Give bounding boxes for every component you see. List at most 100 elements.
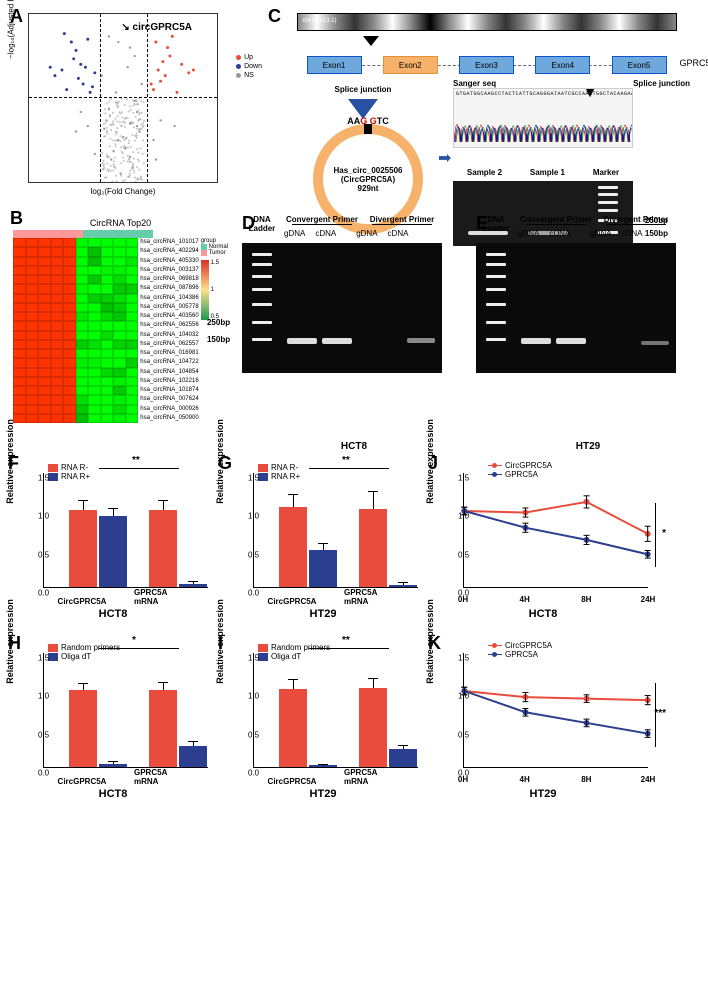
heatmap-grid <box>13 238 138 423</box>
scale-mid: 1 <box>211 287 219 293</box>
circ-id: Has_circ_0025506 <box>334 166 403 175</box>
group-tumor: Tumor <box>209 250 226 256</box>
x-group-label: CircGPRC5A <box>268 597 317 606</box>
line-area: * <box>463 473 648 588</box>
volcano-plot: ↘ circGPRC5A −log₁₀(Adjusted P Value) lo… <box>28 13 218 183</box>
cell-line-label: HCT8 <box>99 788 128 800</box>
x-group-label: CircGPRC5A <box>268 777 317 786</box>
hline <box>29 97 217 98</box>
gel-sample1-label: Sample 1 <box>530 168 565 177</box>
heatmap-title: CircRNA Top20 <box>13 218 228 228</box>
legend-item: CircGPRC5A <box>505 461 552 470</box>
chromosome-ideogram: chr12(p13.1) <box>297 13 677 31</box>
sanger-trace <box>454 102 633 147</box>
y-axis-label: Relative expression <box>215 599 225 684</box>
vline-right <box>147 14 148 182</box>
exon1: Exon1 <box>307 56 362 74</box>
cell-line-label: HT29 <box>310 608 337 620</box>
significance-marker: ** <box>132 455 140 466</box>
sub-gdna1-d: gDNA <box>284 229 305 238</box>
scale-max: 1.5 <box>211 260 219 266</box>
chromosome-label: chr12(p13.1) <box>303 18 337 24</box>
significance-marker: * <box>132 635 136 646</box>
sanger-junction-arrow: ▼ <box>583 88 597 100</box>
header-ladder-e: DNA Ladder <box>476 215 516 233</box>
gel-e-subheaders: gDNA cDNA gDNA cDNA <box>518 229 642 238</box>
y-axis-label: Relative expression <box>5 599 15 684</box>
cell-line-label: HT29 <box>530 788 557 800</box>
x-group-label: GPRC5A mRNA <box>134 588 190 606</box>
panel-e: E DNA Ladder Convergent Primer Divergent… <box>476 243 700 438</box>
panel-a: A ↘ circGPRC5A −log₁₀(Adjusted P Value) … <box>8 8 263 208</box>
exon5: Exon5 <box>612 56 667 74</box>
exon4: Exon4 <box>535 56 590 74</box>
sanger-chromatogram: ▼ GTGATGGCAAGCCTACTCATTGCAGGGATAATCGCCAA… <box>453 88 633 148</box>
panel-h: H Random primers Oliga dT Relative expre… <box>8 643 218 798</box>
sub-cdna1-e: cDNA <box>549 229 570 238</box>
gel-image-e <box>476 243 676 373</box>
heatmap-legend: group Normal Tumor 1.5 1 0.5 <box>201 238 228 423</box>
sub-gdna2-e: gDNA <box>590 229 611 238</box>
panel-label-b: B <box>10 208 23 229</box>
x-group-label: CircGPRC5A <box>58 777 107 786</box>
volcano-x-label: log₂(Fold Change) <box>91 187 156 196</box>
significance-marker: ** <box>342 635 350 646</box>
panel-f: F RNA R- RNA R+ Relative expression 0.00… <box>8 463 218 618</box>
panel-i: I Random primers Oliga dT Relative expre… <box>218 643 428 798</box>
chart-area: * <box>43 653 208 768</box>
flow-arrow-icon: ➡ <box>438 148 700 168</box>
legend-item: RNA R- <box>61 463 88 472</box>
circ-size: 929nt <box>358 184 379 193</box>
splice-label-right: Splice junction <box>633 79 690 88</box>
significance-marker: * <box>662 528 666 539</box>
legend-down: Down <box>244 63 262 70</box>
sanger-sequence: GTGATGGCAAGCCTACTCATTGCAGGGATAATCGCCAAGT… <box>454 89 632 99</box>
panel-c: C chr12(p13.1) Exon1 Exon2 Exon3 Exon4 E… <box>273 8 700 208</box>
chart-area: ** <box>253 653 418 768</box>
gel-d-subheaders: gDNA cDNA gDNA cDNA <box>284 229 408 238</box>
sub-cdna2-d: cDNA <box>388 229 409 238</box>
bp-150-d: 150bp <box>207 335 230 344</box>
legend-item: CircGPRC5A <box>505 641 552 650</box>
y-axis-label: Relative expression <box>215 419 225 504</box>
zoom-indicator <box>363 36 379 46</box>
significance-marker: ** <box>342 455 350 466</box>
circgprc5a-annotation: ↘ circGPRC5A <box>121 22 192 33</box>
exon-diagram: Exon1 Exon2 Exon3 Exon4 Exon5 GPRC5A <box>307 56 667 74</box>
exon3: Exon3 <box>459 56 514 74</box>
panel-d: D DNA Ladder Convergent Primer Divergent… <box>242 243 466 438</box>
legend-item: RNA R- <box>271 463 298 472</box>
sub-cdna2-e: cDNA <box>622 229 643 238</box>
gene-name: GPRC5A <box>679 58 708 68</box>
sub-cdna1-d: cDNA <box>315 229 336 238</box>
gel-image-d: 250bp 150bp <box>242 243 442 373</box>
x-group-label: GPRC5A mRNA <box>344 588 400 606</box>
gel-marker-label: Marker <box>593 168 619 177</box>
header-ladder-d: DNA Ladder <box>242 215 282 233</box>
figure-container: A ↘ circGPRC5A −log₁₀(Adjusted P Value) … <box>0 0 708 811</box>
y-axis-label: Relative expression <box>425 599 435 684</box>
cell-line-label: HT29 <box>310 788 337 800</box>
vline-left <box>100 14 101 182</box>
x-group-label: GPRC5A mRNA <box>134 768 190 786</box>
legend-up: Up <box>244 54 253 61</box>
sub-gdna2-d: gDNA <box>356 229 377 238</box>
panel-j: J CircGPRC5A GPRC5A Relative expression … <box>428 463 658 618</box>
exon2: Exon2 <box>383 56 438 74</box>
panel-k: K CircGPRC5A GPRC5A Relative expression … <box>428 643 658 798</box>
y-axis-label: Relative expression <box>5 419 15 504</box>
heatmap-row-labels: hsa_circRNA_101017hsa_circRNA_402294hsa_… <box>138 238 198 423</box>
panel-g: G RNA R- RNA R+ Relative expression 0.00… <box>218 463 428 618</box>
line-area: *** <box>463 653 648 768</box>
gel-c-headers: Sample 2 Sample 1 Marker <box>453 168 633 177</box>
sub-gdna1-e: gDNA <box>518 229 539 238</box>
y-axis-label: Relative expression <box>425 419 435 504</box>
line-svg <box>464 473 648 587</box>
significance-marker: *** <box>654 708 666 719</box>
volcano-legend: Up Down NS <box>236 54 262 81</box>
chart-area: ** <box>253 473 418 588</box>
cell-line-label: HCT8 <box>99 608 128 620</box>
x-group-label: GPRC5A mRNA <box>344 768 400 786</box>
chart-area: ** <box>43 473 208 588</box>
bp-250-d: 250bp <box>207 318 230 327</box>
